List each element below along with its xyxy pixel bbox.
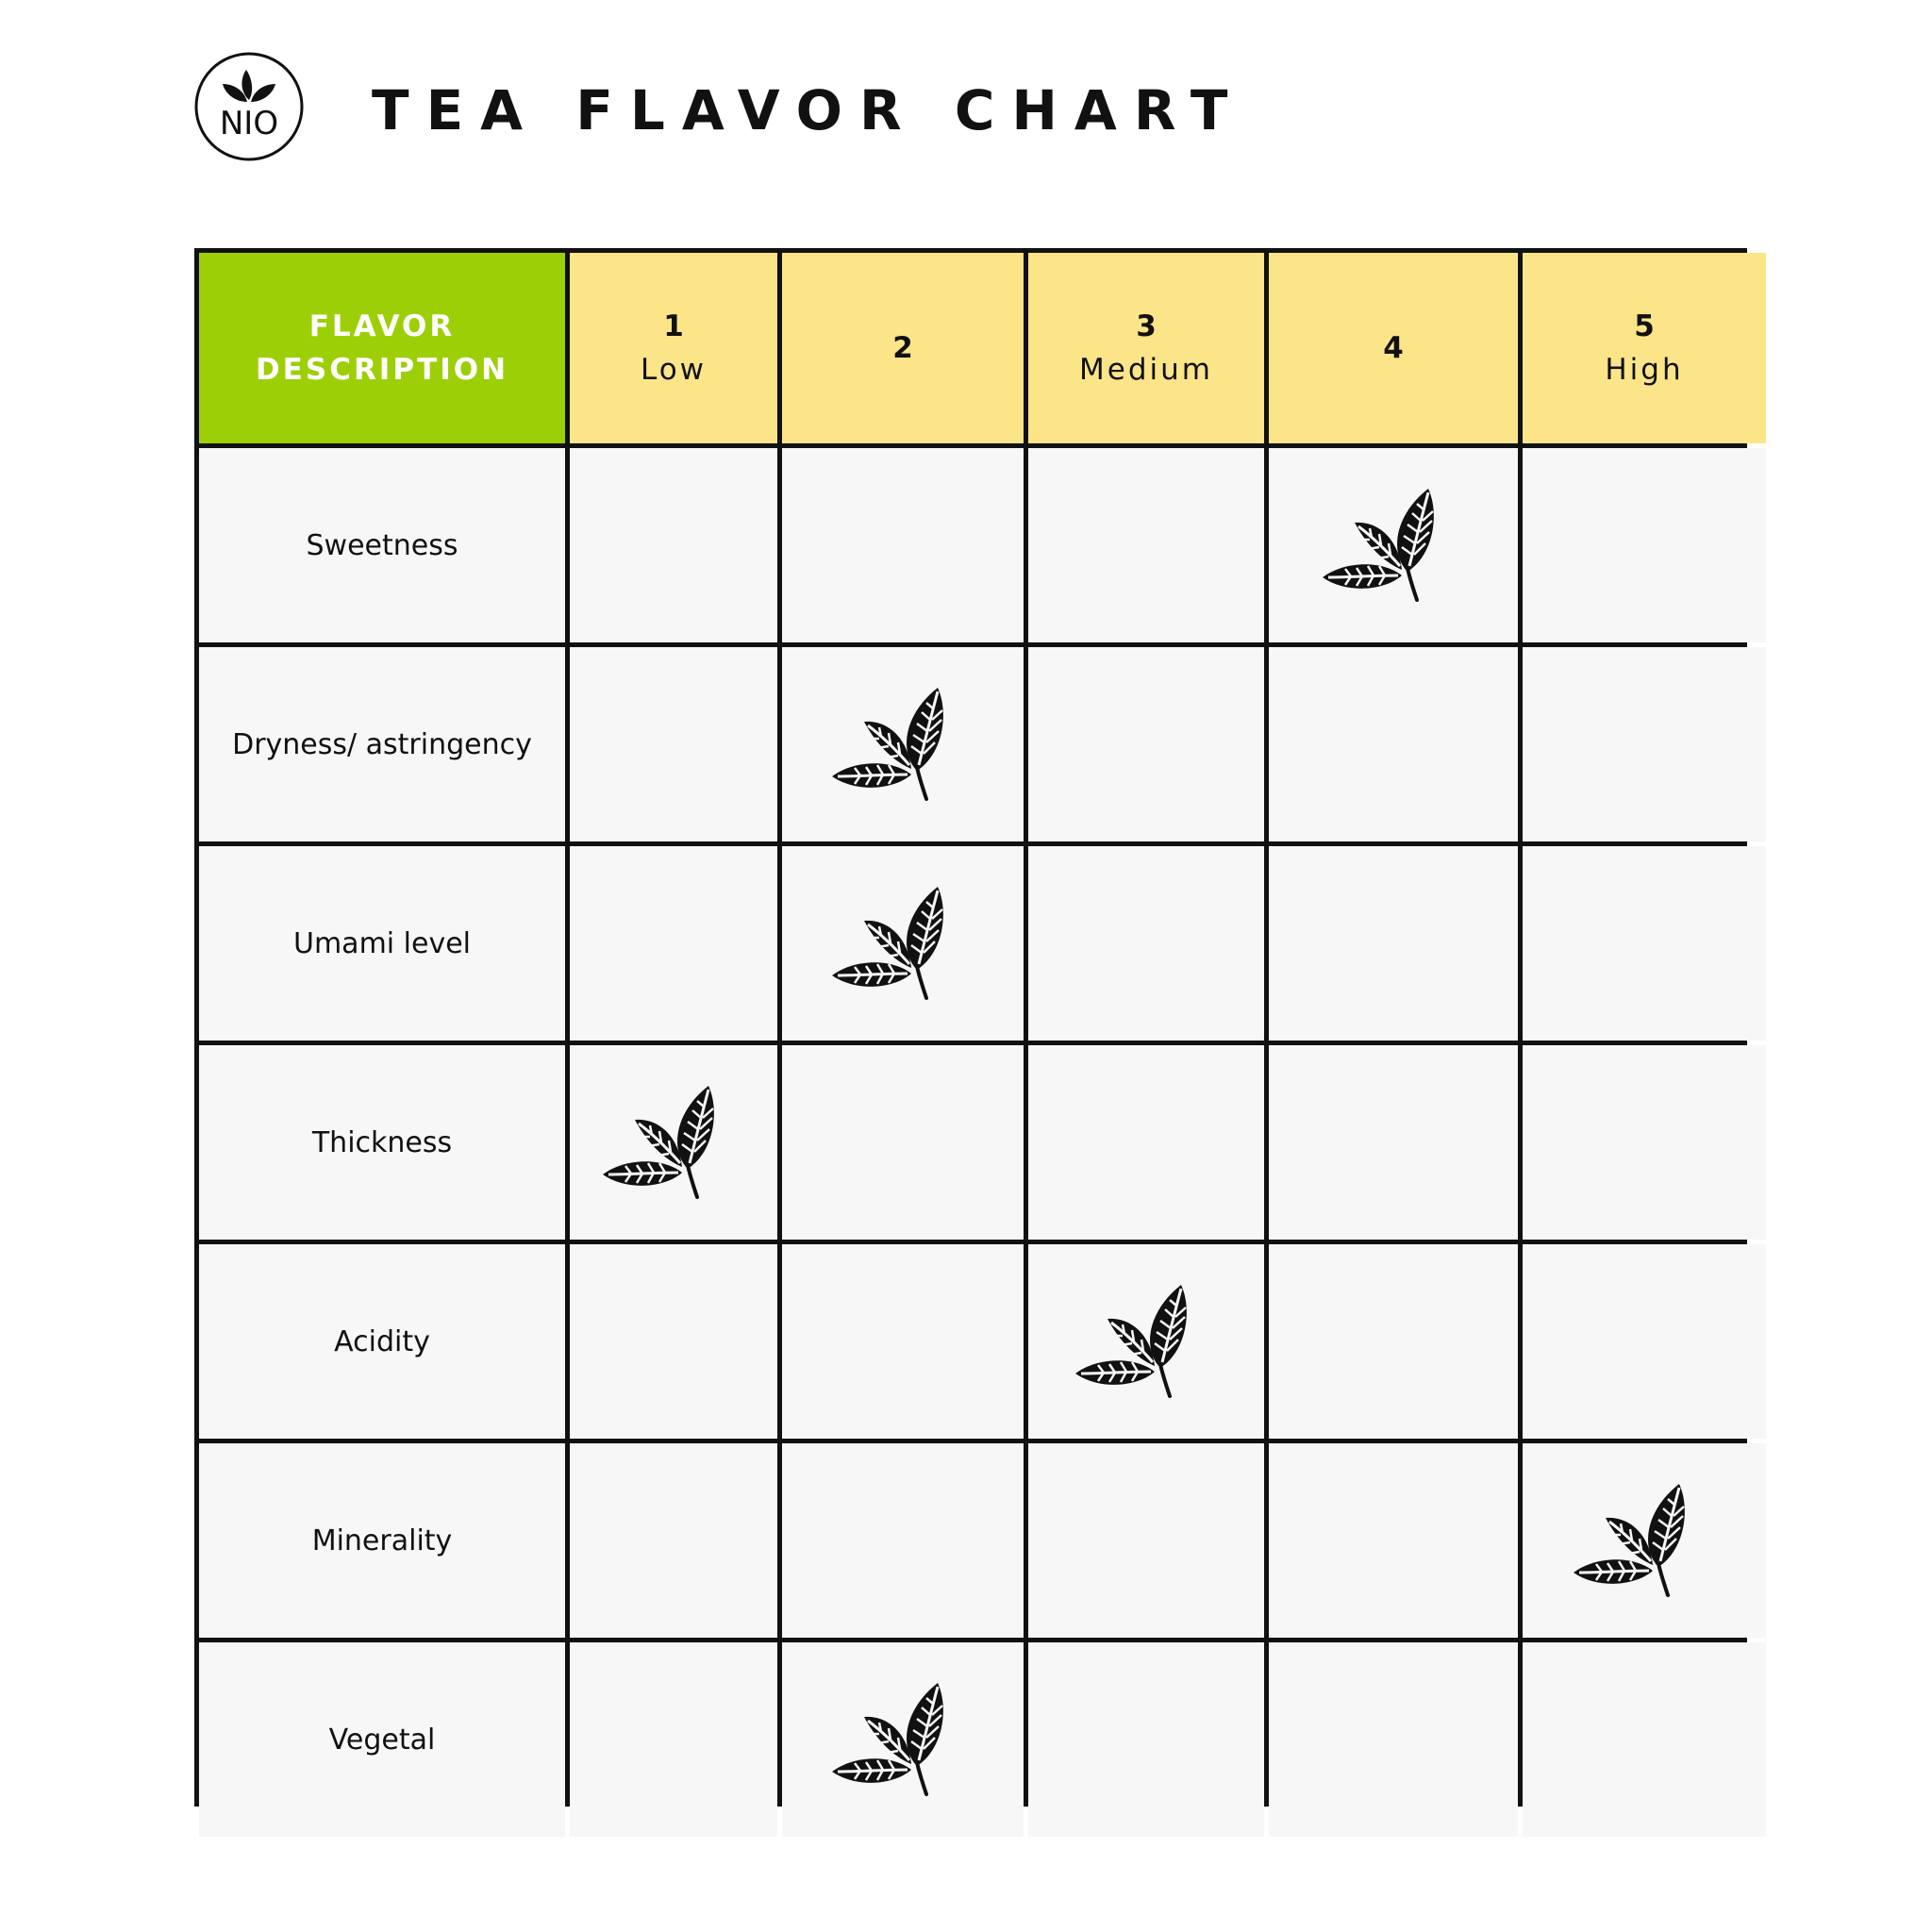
level-number: 2 <box>892 331 913 365</box>
header-level-4: 4 <box>1269 253 1518 443</box>
level-number: 4 <box>1383 331 1404 365</box>
level-label: Medium <box>1079 353 1213 387</box>
tea-leaf-icon <box>1574 1484 1685 1597</box>
rating-cell <box>782 448 1024 642</box>
rating-cell <box>570 1443 777 1638</box>
rating-cell <box>1028 1443 1264 1638</box>
row-label: Umami level <box>199 846 565 1041</box>
rating-cell <box>1269 1642 1518 1837</box>
rating-cell <box>782 1443 1024 1638</box>
flavor-chart-table: FLAVOR DESCRIPTION 1 Low 2 3 Medium 4 5 High Swe… <box>194 248 1766 1837</box>
rating-cell <box>1269 647 1518 841</box>
header-label-line1: FLAVOR <box>308 309 456 343</box>
rating-cell <box>570 1244 777 1439</box>
rating-cell <box>1028 448 1264 642</box>
rating-cell <box>782 1045 1024 1240</box>
rating-cell <box>1028 1642 1264 1837</box>
level-label: Low <box>640 353 708 387</box>
tea-leaf-icon <box>832 887 943 1000</box>
tea-leaf-icon <box>1323 489 1434 602</box>
rating-cell <box>570 1045 777 1240</box>
rating-cell <box>1523 647 1766 841</box>
header-level-3: 3 Medium <box>1028 253 1264 443</box>
rating-cell <box>782 846 1024 1041</box>
rating-cell <box>782 647 1024 841</box>
rating-cell <box>570 647 777 841</box>
tea-leaves-icon: NIO <box>194 52 304 161</box>
row-label: Vegetal <box>199 1642 565 1837</box>
tea-leaf-icon <box>832 688 943 801</box>
rating-cell <box>1028 1045 1264 1240</box>
header-flavor-description: FLAVOR DESCRIPTION <box>199 253 565 443</box>
rating-cell <box>1523 1045 1766 1240</box>
level-number: 1 <box>663 309 684 343</box>
tea-leaf-icon <box>832 1683 943 1796</box>
rating-cell <box>1269 1045 1518 1240</box>
level-number: 5 <box>1634 309 1655 343</box>
rating-cell <box>570 448 777 642</box>
rating-cell <box>782 1244 1024 1439</box>
level-label: High <box>1605 353 1684 387</box>
rating-cell <box>1269 846 1518 1041</box>
header-level-1: 1 Low <box>570 253 777 443</box>
brand-logo-text: NIO <box>220 105 278 142</box>
brand-logo: NIO <box>193 51 305 162</box>
row-label: Acidity <box>199 1244 565 1439</box>
rating-cell <box>1269 1244 1518 1439</box>
rating-cell <box>1269 448 1518 642</box>
rating-cell <box>570 846 777 1041</box>
rating-cell <box>1523 1443 1766 1638</box>
row-label: Dryness/ astringency <box>199 647 565 841</box>
rating-cell <box>570 1642 777 1837</box>
page-title: TEA FLAVOR CHART <box>372 78 1245 142</box>
rating-cell <box>1028 846 1264 1041</box>
row-label: Minerality <box>199 1443 565 1638</box>
row-label: Thickness <box>199 1045 565 1240</box>
rating-cell <box>1523 448 1766 642</box>
header-level-2: 2 <box>782 253 1024 443</box>
header-label-line2: DESCRIPTION <box>255 353 509 387</box>
level-number: 3 <box>1136 309 1157 343</box>
rating-cell <box>1269 1443 1518 1638</box>
rating-cell <box>1028 647 1264 841</box>
rating-cell <box>1028 1244 1264 1439</box>
tea-leaf-icon <box>603 1086 714 1199</box>
rating-cell <box>1523 1642 1766 1837</box>
header-level-5: 5 High <box>1523 253 1766 443</box>
rating-cell <box>1523 1244 1766 1439</box>
rating-cell <box>782 1642 1024 1837</box>
row-label: Sweetness <box>199 448 565 642</box>
rating-cell <box>1523 846 1766 1041</box>
tea-leaf-icon <box>1075 1285 1187 1398</box>
